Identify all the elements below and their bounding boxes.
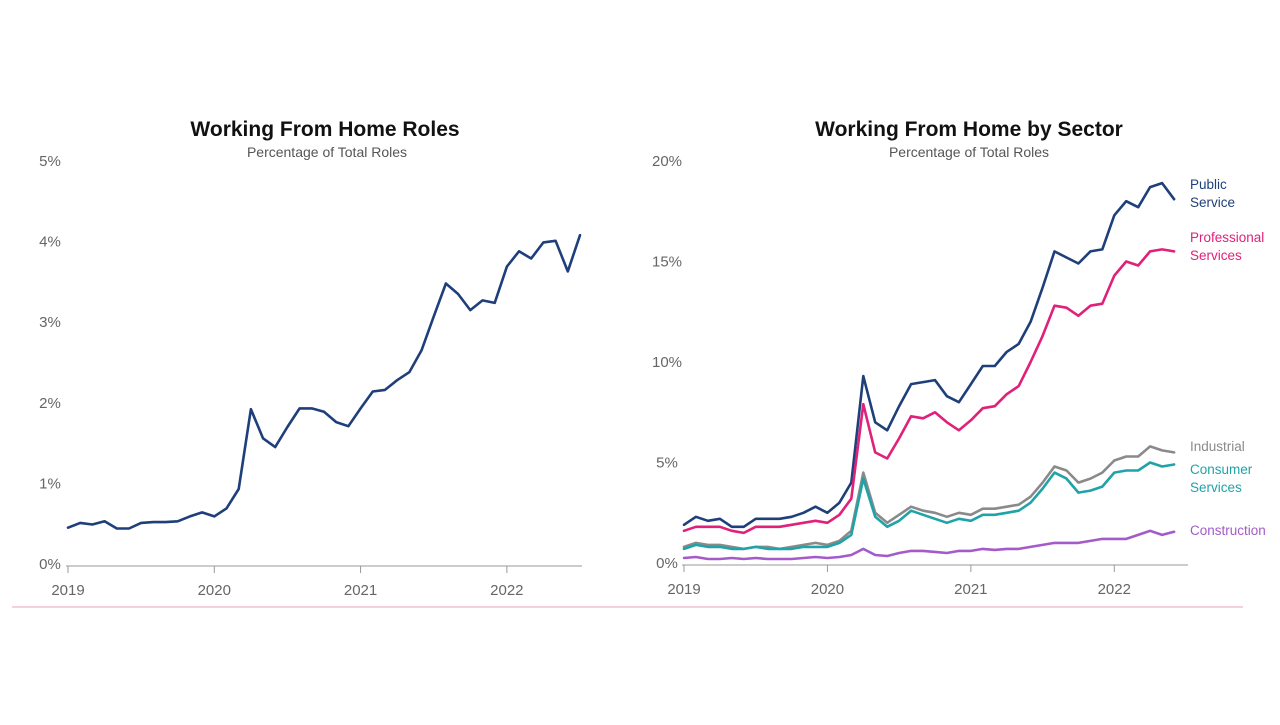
x-tick-label: 2020 — [198, 582, 231, 599]
x-axis-ticks: 2019 2020 2021 2022 — [667, 565, 1131, 598]
y-tick-label: 20% — [652, 153, 682, 170]
series-label-professional-services: Professional Services — [1190, 230, 1264, 263]
y-tick-label: 10% — [652, 354, 682, 371]
x-axis-ticks: 2019 2020 2021 2022 — [51, 566, 524, 599]
y-tick-label: 0% — [656, 555, 678, 572]
y-tick-label: 5% — [39, 153, 61, 170]
series-label-industrial: Industrial — [1190, 439, 1245, 454]
series-label-public-service: Public Service — [1190, 177, 1235, 210]
series-group: Public Service Professional Services Industr… — [682, 177, 1266, 561]
y-tick-label: 3% — [39, 314, 61, 331]
y-axis-ticks: 0% 5% 10% 15% 20% — [652, 153, 682, 572]
series-line-construction — [682, 529, 1176, 561]
x-tick-label: 2021 — [954, 581, 987, 598]
x-tick-label: 2021 — [344, 582, 377, 599]
x-tick-label: 2022 — [490, 582, 523, 599]
x-tick-label: 2022 — [1098, 581, 1131, 598]
chart-wfh-by-sector: Working From Home by Sector Percentage o… — [652, 118, 1266, 598]
y-tick-label: 2% — [39, 395, 61, 412]
y-tick-label: 0% — [39, 556, 61, 573]
y-axis-ticks: 0% 1% 2% 3% 4% 5% — [39, 153, 61, 573]
series-line-consumer-services — [682, 461, 1176, 551]
y-tick-label: 4% — [39, 234, 61, 251]
series-line-professional-services — [682, 248, 1176, 535]
y-tick-label: 15% — [652, 254, 682, 271]
y-tick-label: 5% — [656, 455, 678, 472]
x-tick-label: 2020 — [811, 581, 844, 598]
chart-title: Working From Home Roles — [190, 118, 459, 141]
series-group — [66, 233, 582, 530]
chart-title: Working From Home by Sector — [815, 118, 1123, 141]
y-tick-label: 1% — [39, 475, 61, 492]
chart-subtitle: Percentage of Total Roles — [247, 144, 407, 160]
chart-wfh-roles: Working From Home Roles Percentage of To… — [39, 118, 582, 599]
x-tick-label: 2019 — [51, 582, 84, 599]
series-line-public-service — [682, 181, 1176, 529]
series-line-wfh-roles — [66, 233, 582, 530]
series-label-consumer-services: Consumer Services — [1190, 462, 1253, 495]
x-tick-label: 2019 — [667, 581, 700, 598]
series-line-industrial — [682, 445, 1176, 551]
chart-subtitle: Percentage of Total Roles — [889, 144, 1049, 160]
series-label-construction: Construction — [1190, 523, 1266, 538]
